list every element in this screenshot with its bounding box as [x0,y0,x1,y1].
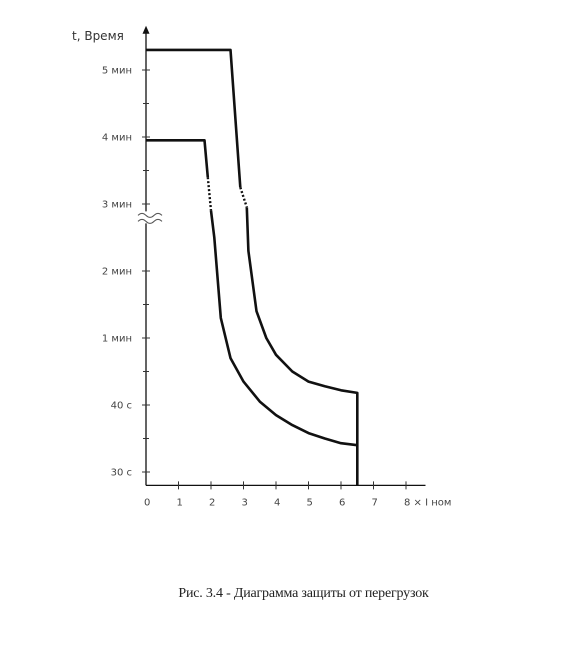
overload-protection-chart: 30 с 40 с 1 мин 2 мин 3 мин 4 мин 5 мин 0 1 2 3 4 5 6… [72,25,452,509]
axis-labels: 30 с 40 с 1 мин 2 мин 3 мин 4 мин 5 мин 0 1 2 3 4 5 6… [102,66,452,509]
series-lines [146,48,359,486]
series-2-segment-2 [206,177,213,211]
x-tick-label: 7 [372,497,378,508]
series-1-segment-3 [245,207,359,486]
x-tick-label: 1 [177,497,183,508]
y-tick-label: 1 мин [102,334,132,345]
x-tick-label: 4 [274,497,280,508]
y-axis-title: t, Время [72,29,124,43]
y-tick-label: 4 мин [102,133,132,144]
axes [137,25,426,490]
y-tick-label: 2 мин [102,267,132,278]
y-tick-label: 5 мин [102,66,132,77]
axis-break-mark-upper [137,212,163,218]
axis-break-mark-lower [137,218,163,224]
series-2-segment-1 [146,139,210,178]
y-axis-arrow [142,25,150,34]
series-1-segment-1 [146,48,242,188]
x-tick-label: 5 [307,497,313,508]
y-tick-label: 30 с [111,468,132,479]
x-tick-label: 6 [339,497,345,508]
figure-caption: Рис. 3.4 - Диаграмма защиты от перегрузо… [178,586,429,601]
x-tick-label: 0 [144,497,150,508]
y-tick-label: 40 с [111,401,132,412]
x-tick-label: 8 × I ном [404,497,451,508]
series-2-segment-3 [209,210,358,447]
y-tick-label: 3 мин [102,200,132,211]
series-1-segment-2 [239,186,248,208]
x-tick-label: 3 [242,497,248,508]
x-tick-label: 2 [209,497,215,508]
